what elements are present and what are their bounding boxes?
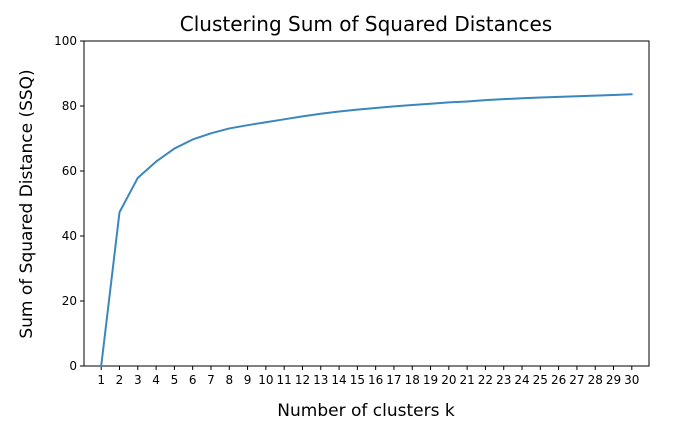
data-point <box>320 113 322 115</box>
x-tick-label: 27 <box>569 373 584 387</box>
y-tick-label: 20 <box>62 294 77 308</box>
data-point <box>466 100 468 102</box>
x-tick-label: 18 <box>405 373 420 387</box>
x-tick-label: 4 <box>152 373 160 387</box>
data-point <box>393 105 395 107</box>
data-point <box>484 99 486 101</box>
data-point <box>430 103 432 105</box>
x-tick-label: 17 <box>386 373 401 387</box>
x-tick-label: 23 <box>496 373 511 387</box>
x-tick-label: 30 <box>624 373 639 387</box>
x-tick-label: 1 <box>97 373 105 387</box>
data-point <box>192 138 194 140</box>
y-tick-label: 40 <box>62 229 77 243</box>
data-point <box>448 101 450 103</box>
x-tick-label: 9 <box>244 373 252 387</box>
data-point <box>228 127 230 129</box>
data-point <box>631 93 633 95</box>
x-tick-label: 26 <box>551 373 566 387</box>
data-point <box>247 124 249 126</box>
y-tick-label: 0 <box>69 359 77 373</box>
data-point <box>338 111 340 113</box>
data-point <box>576 95 578 97</box>
x-tick-label: 14 <box>331 373 346 387</box>
y-tick-label: 60 <box>62 164 77 178</box>
x-tick-label: 11 <box>277 373 292 387</box>
x-tick-label: 15 <box>350 373 365 387</box>
x-tick-label: 3 <box>134 373 142 387</box>
data-point <box>375 107 377 109</box>
x-tick-label: 20 <box>441 373 456 387</box>
series-layer <box>100 93 633 367</box>
chart-title: Clustering Sum of Squared Distances <box>180 12 552 36</box>
plot-frame <box>83 40 650 367</box>
x-axis: 1 2 3 4 5 6 7 8 9 10 11 12 13 14 15 16 17 18 19 20 21 22 23 24 2… <box>97 366 639 387</box>
x-tick-label: 8 <box>225 373 233 387</box>
x-tick-label: 12 <box>295 373 310 387</box>
data-point <box>521 97 523 99</box>
x-axis-label: Number of clusters k <box>277 401 455 421</box>
x-tick-label: 16 <box>368 373 383 387</box>
data-point <box>265 121 267 123</box>
x-tick-label: 21 <box>459 373 474 387</box>
y-axis: 0 20 40 60 80 100 <box>54 34 84 373</box>
x-tick-label: 10 <box>258 373 273 387</box>
data-point <box>155 161 157 163</box>
data-point <box>100 365 102 367</box>
x-tick-label: 6 <box>189 373 197 387</box>
ssq-series-line <box>100 93 633 367</box>
y-axis-label: Sum of Squared Distance (SSQ) <box>17 69 37 338</box>
data-point <box>210 132 212 134</box>
x-tick-label: 25 <box>533 373 548 387</box>
data-point <box>356 109 358 111</box>
x-tick-label: 19 <box>423 373 438 387</box>
x-tick-label: 29 <box>606 373 621 387</box>
x-tick-label: 13 <box>313 373 328 387</box>
x-tick-label: 2 <box>116 373 124 387</box>
data-point <box>137 177 139 179</box>
y-tick-label: 80 <box>62 99 77 113</box>
data-point <box>283 118 285 120</box>
x-tick-label: 22 <box>478 373 493 387</box>
data-point <box>558 96 560 98</box>
plot-border <box>83 40 650 367</box>
x-tick-label: 5 <box>171 373 179 387</box>
x-tick-label: 7 <box>207 373 215 387</box>
data-point <box>173 148 175 150</box>
data-point <box>118 211 120 213</box>
x-tick-label: 24 <box>514 373 529 387</box>
data-point <box>503 98 505 100</box>
y-tick-label: 100 <box>54 34 77 48</box>
data-point <box>411 104 413 106</box>
data-point <box>539 97 541 99</box>
x-tick-label: 28 <box>588 373 603 387</box>
data-point <box>594 95 596 97</box>
data-point <box>613 94 615 96</box>
data-point <box>301 115 303 117</box>
